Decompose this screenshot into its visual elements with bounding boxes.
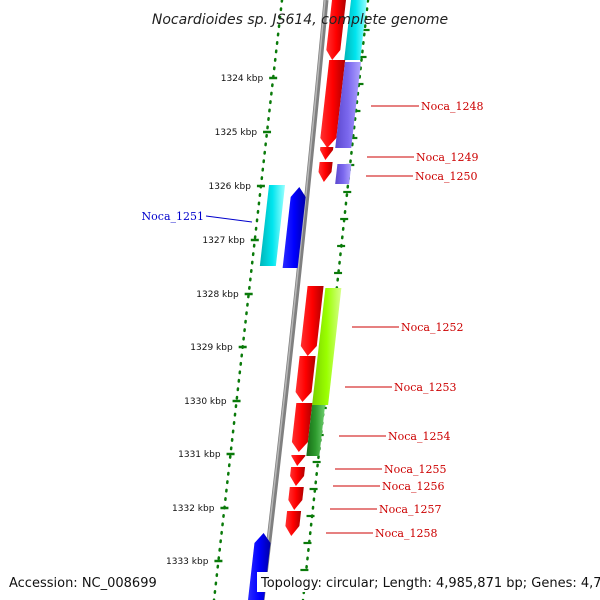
gene-label-noca-1251[interactable]: Noca_1251 [142,210,204,223]
kbp-labels: 1324 kbp 1325 kbp 1326 kbp 1327 kbp 1328 kbp… [166,74,263,567]
gene-arrow-noca-1258 [285,511,302,536]
gene-label-noca-1254[interactable]: Noca_1254 [388,430,450,443]
kbp-label: 1329 kbp [190,343,233,353]
gene-arrow-noca-1248 [320,60,346,148]
genome-axis [259,0,329,600]
cds-block-noca-1251 [259,185,286,266]
outer-dotted-guide-right [301,0,370,600]
cds-block-top [344,0,367,60]
kbp-label: 1327 kbp [202,236,245,246]
cds-block-noca-1250 [335,164,352,184]
gene-label-noca-1257[interactable]: Noca_1257 [379,503,441,516]
kbp-label: 1324 kbp [221,74,264,84]
gene-arrow-noca-1251 [282,187,306,268]
kbp-label: 1333 kbp [166,557,209,567]
gene-label-noca-1249[interactable]: Noca_1249 [416,151,478,164]
gene-arrow-noca-1252 [300,286,324,356]
cds-block-noca-1248 [335,62,361,148]
gene-label-noca-1250[interactable]: Noca_1250 [415,170,477,183]
kbp-label: 1332 kbp [172,504,215,514]
gene-label-noca-1252[interactable]: Noca_1252 [401,321,463,334]
gene-arrow-noca-1255 [291,455,306,466]
gene-arrow-top [326,0,346,60]
label-leader-line [205,215,253,223]
kbp-label: 1325 kbp [215,128,258,138]
cds-block-noca-1254 [306,405,326,456]
gene-label-noca-1255[interactable]: Noca_1255 [384,463,446,476]
gene-arrow-noca-1250 [318,162,333,182]
footer-accession: Accession: NC_008699 [9,576,157,591]
gene-features [248,0,367,600]
kbp-label: 1326 kbp [209,182,252,192]
map-title: Nocardioides sp. JS614, complete genome [152,12,448,28]
gene-arrow-noca-1249 [320,147,334,160]
gene-label-noca-1253[interactable]: Noca_1253 [394,381,456,394]
kbp-label: 1331 kbp [178,450,221,460]
kbp-label: 1328 kbp [196,290,239,300]
genome-axis-highlight [260,0,326,600]
gene-arrow-noca-1257 [288,487,304,510]
gene-arrow-noca-1256 [290,467,306,486]
footer-accession-bg [5,572,150,592]
kbp-label: 1330 kbp [184,397,227,407]
gene-labels: Noca_1248 Noca_1249 Noca_1250 Noca_1251 Noca… [142,100,484,540]
cds-block-noca-1253 [312,288,342,405]
footer-topology: Topology: circular; Length: 4,985,871 bp… [260,576,600,591]
gene-arrow-noca-1253 [295,356,316,402]
gene-label-noca-1256[interactable]: Noca_1256 [382,480,444,493]
gene-arrow-noca-1254 [291,403,313,452]
outer-dotted-guide-left [212,0,284,600]
gene-label-noca-1248[interactable]: Noca_1248 [421,100,483,113]
footer-topology-bg [257,572,593,592]
gene-label-noca-1258[interactable]: Noca_1258 [375,527,437,540]
